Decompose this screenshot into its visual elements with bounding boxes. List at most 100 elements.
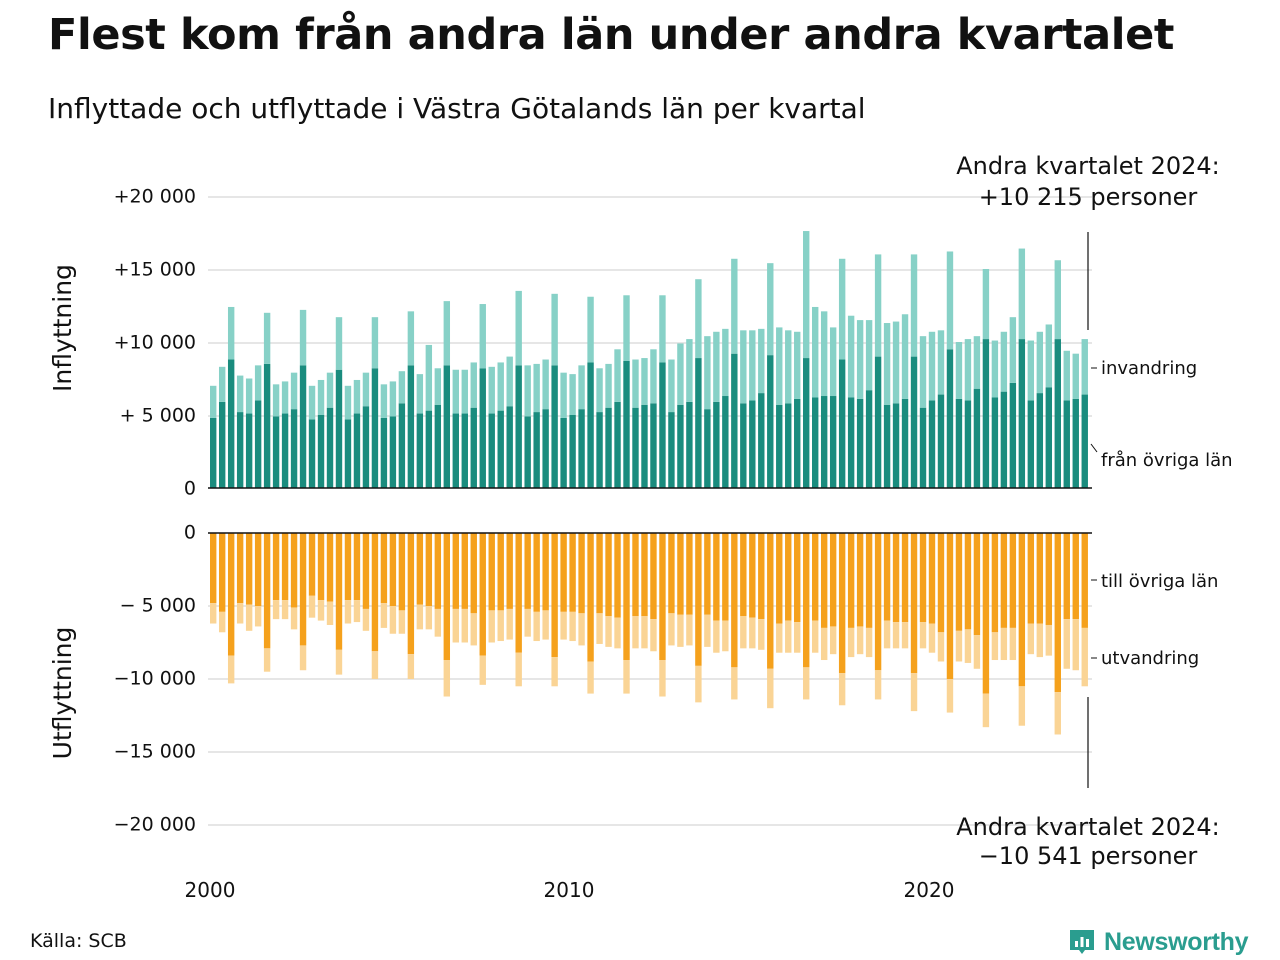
bar-fran-ovriga-lan bbox=[776, 404, 783, 488]
x-tick-label: 2010 bbox=[544, 878, 595, 902]
bar-till-ovriga-lan bbox=[767, 533, 774, 669]
bar-utvandring bbox=[362, 608, 370, 631]
bar-utvandring bbox=[335, 649, 343, 675]
bar-fran-ovriga-lan bbox=[758, 393, 765, 488]
bar-invandring bbox=[1018, 248, 1026, 340]
bar-invandring bbox=[470, 362, 477, 408]
bar-utvandring bbox=[560, 611, 567, 640]
bar-till-ovriga-lan bbox=[659, 533, 666, 661]
bar-invandring bbox=[542, 359, 549, 410]
y-axis-title-utflyttning: Utflyttning bbox=[48, 627, 77, 760]
bar-invandring bbox=[443, 301, 451, 366]
bar-till-ovriga-lan bbox=[479, 533, 486, 656]
bar-utvandring bbox=[901, 622, 909, 649]
bar-invandring bbox=[820, 311, 828, 397]
bar-utvandring bbox=[758, 619, 765, 650]
bar-invandring bbox=[515, 290, 522, 366]
bar-till-ovriga-lan bbox=[785, 533, 792, 621]
bar-till-ovriga-lan bbox=[272, 533, 280, 601]
series-label-invandring: invandring bbox=[1101, 358, 1197, 379]
bar-till-ovriga-lan bbox=[982, 533, 990, 694]
bar-invandring bbox=[1009, 317, 1017, 383]
bar-fran-ovriga-lan bbox=[344, 419, 352, 488]
bar-till-ovriga-lan bbox=[218, 533, 226, 612]
bar-fran-ovriga-lan bbox=[596, 412, 603, 488]
bar-till-ovriga-lan bbox=[1027, 533, 1035, 624]
bar-till-ovriga-lan bbox=[551, 533, 558, 658]
bar-fran-ovriga-lan bbox=[353, 413, 361, 488]
bar-till-ovriga-lan bbox=[254, 533, 262, 606]
bar-invandring bbox=[991, 340, 999, 398]
bar-till-ovriga-lan bbox=[245, 533, 253, 605]
bar-utvandring bbox=[820, 627, 828, 661]
bar-till-ovriga-lan bbox=[758, 533, 765, 620]
bar-fran-ovriga-lan bbox=[1045, 387, 1053, 488]
bar-invandring bbox=[425, 344, 433, 411]
bar-till-ovriga-lan bbox=[919, 533, 927, 623]
bar-till-ovriga-lan bbox=[317, 533, 325, 601]
bar-utvandring bbox=[1018, 686, 1026, 726]
bar-till-ovriga-lan bbox=[901, 533, 909, 623]
bar-till-ovriga-lan bbox=[632, 533, 639, 617]
bar-till-ovriga-lan bbox=[515, 533, 522, 653]
bar-utvandring bbox=[533, 611, 540, 642]
bar-till-ovriga-lan bbox=[488, 533, 495, 611]
bar-invandring bbox=[892, 321, 900, 404]
bar-till-ovriga-lan bbox=[380, 533, 388, 604]
bar-utvandring bbox=[1009, 627, 1017, 661]
series-label-utvandring: utvandring bbox=[1101, 648, 1199, 669]
bar-fran-ovriga-lan bbox=[803, 358, 810, 488]
bar-invandring bbox=[1000, 331, 1008, 392]
bar-fran-ovriga-lan bbox=[335, 369, 343, 488]
bar-fran-ovriga-lan bbox=[785, 403, 792, 488]
bar-till-ovriga-lan bbox=[236, 533, 244, 604]
bar-utvandring bbox=[722, 620, 729, 652]
bar-utvandring bbox=[542, 610, 549, 640]
bar-fran-ovriga-lan bbox=[874, 356, 882, 488]
bar-fran-ovriga-lan bbox=[1018, 339, 1026, 488]
y-tick-label: −10 000 bbox=[114, 668, 196, 690]
bar-invandring bbox=[398, 371, 406, 404]
bar-fran-ovriga-lan bbox=[1036, 393, 1044, 488]
bar-till-ovriga-lan bbox=[946, 533, 954, 679]
bar-invandring bbox=[308, 385, 316, 420]
bar-invandring bbox=[326, 372, 334, 408]
chart-title: Flest kom från andra län under andra kva… bbox=[48, 10, 1175, 60]
bar-utvandring bbox=[1000, 627, 1008, 661]
bar-invandring bbox=[371, 317, 379, 369]
bar-fran-ovriga-lan bbox=[1072, 398, 1079, 488]
bar-fran-ovriga-lan bbox=[901, 398, 909, 488]
bar-utvandring bbox=[425, 606, 433, 630]
bar-invandring bbox=[578, 365, 585, 410]
bar-utvandring bbox=[991, 632, 999, 661]
bar-fran-ovriga-lan bbox=[668, 412, 675, 488]
bar-fran-ovriga-lan bbox=[686, 401, 693, 488]
bar-invandring bbox=[803, 231, 810, 359]
bar-till-ovriga-lan bbox=[892, 533, 900, 623]
bar-fran-ovriga-lan bbox=[919, 407, 927, 488]
bar-till-ovriga-lan bbox=[776, 533, 783, 624]
bar-invandring bbox=[569, 374, 576, 415]
bar-invandring bbox=[254, 365, 262, 401]
bar-utvandring bbox=[964, 629, 972, 663]
bar-invandring bbox=[982, 269, 990, 340]
bar-fran-ovriga-lan bbox=[1081, 394, 1088, 488]
bar-fran-ovriga-lan bbox=[928, 400, 936, 488]
bar-invandring bbox=[829, 327, 837, 397]
bar-fran-ovriga-lan bbox=[569, 415, 576, 488]
bar-utvandring bbox=[308, 595, 316, 618]
bar-utvandring bbox=[596, 613, 603, 644]
bar-utvandring bbox=[874, 670, 882, 700]
bar-utvandring bbox=[443, 660, 451, 697]
bar-till-ovriga-lan bbox=[560, 533, 567, 612]
brand-logo-block: Newsworthy bbox=[1068, 924, 1249, 960]
bar-till-ovriga-lan bbox=[344, 533, 352, 601]
bar-fran-ovriga-lan bbox=[767, 355, 774, 488]
bar-invandring bbox=[452, 369, 459, 414]
bar-fran-ovriga-lan bbox=[452, 413, 459, 488]
bar-utvandring bbox=[236, 603, 244, 624]
bar-till-ovriga-lan bbox=[596, 533, 603, 614]
bar-invandring bbox=[668, 359, 675, 413]
bar-utvandring bbox=[371, 651, 379, 679]
